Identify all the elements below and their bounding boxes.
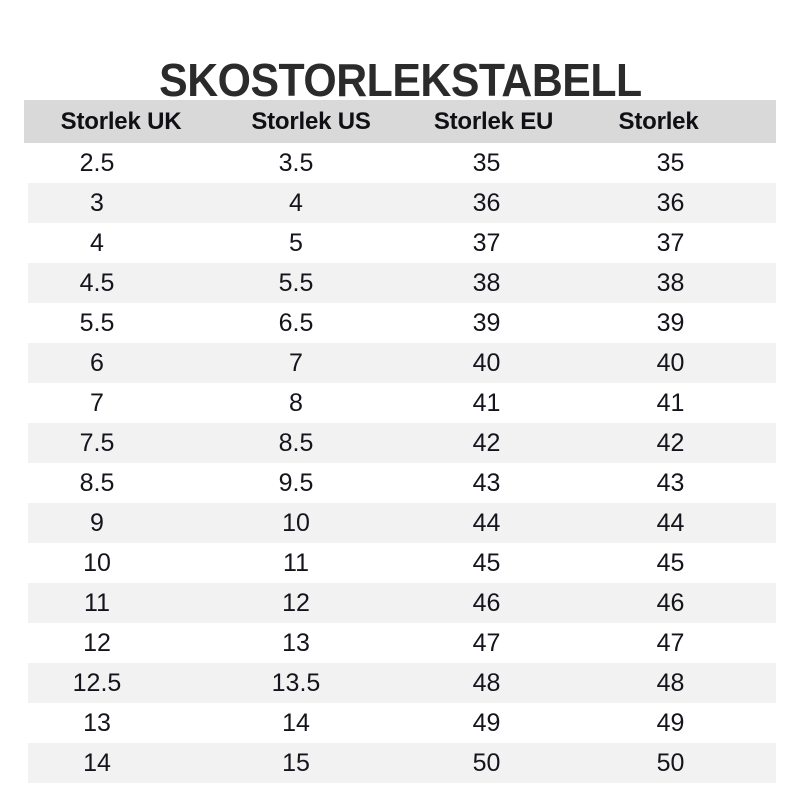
cell-se: 44 [656,508,685,537]
table-row: 5.5 6.5 39 39 [24,303,776,343]
table-row: 14 15 50 50 [24,743,776,783]
cell-se: 36 [656,188,685,217]
column-header-uk: Storlek UK [60,107,182,135]
cell-eu: 46 [472,588,501,617]
cell-se: 48 [656,668,685,697]
cell-uk: 13 [83,708,111,737]
cell-eu: 49 [472,708,501,737]
cell-se: 47 [656,628,685,657]
table-row: 10 11 45 45 [24,543,776,583]
cell-uk: 4 [90,228,104,257]
page-title-container: SKOSTORLEKSTABELL [0,22,800,138]
cell-us: 5 [289,228,303,257]
cell-eu: 35 [472,148,501,177]
cell-eu: 41 [472,388,501,417]
cell-se: 49 [656,708,685,737]
cell-eu: 36 [472,188,501,217]
table-row: 4.5 5.5 38 38 [24,263,776,303]
cell-se: 45 [656,548,685,577]
cell-eu: 50 [472,748,501,777]
table-row: 7.5 8.5 42 42 [24,423,776,463]
table-row: 7 8 41 41 [24,383,776,423]
column-header-se: Storlek [618,107,699,135]
size-table-container: Storlek UK Storlek US Storlek EU Storlek… [24,100,776,783]
cell-se: 41 [656,388,685,417]
cell-uk: 2.5 [79,148,115,177]
cell-eu: 38 [472,268,501,297]
cell-se: 42 [656,428,685,457]
cell-uk: 12.5 [24,663,220,703]
table-row: 2.5 3.5 35 35 [24,143,776,183]
table-header: Storlek UK Storlek US Storlek EU Storlek [24,100,776,143]
page-title: SKOSTORLEKSTABELL [158,53,642,106]
cell-us: 5.5 [278,268,314,297]
shoe-size-table: Storlek UK Storlek US Storlek EU Storlek… [24,100,776,783]
table-row: 4 5 37 37 [24,223,776,263]
table-row: 8.5 9.5 43 43 [24,463,776,503]
cell-se: 35 [656,148,685,177]
cell-uk: 12 [83,628,111,657]
table-row: 12.5 13.5 48 48 [24,663,776,703]
cell-us: 12 [282,588,310,617]
cell-uk: 7.5 [24,423,220,463]
cell-us: 6.5 [278,308,314,337]
table-row: 3 4 36 36 [24,183,776,223]
cell-eu: 44 [472,508,501,537]
cell-us: 13 [282,628,310,657]
table-body: 2.5 3.5 35 35 3 4 36 36 4 5 37 37 4.5 5.5 38 38 5.5 6.5 39… [24,143,776,783]
cell-eu: 45 [472,548,501,577]
table-row: 13 14 49 49 [24,703,776,743]
cell-uk: 4.5 [24,263,220,303]
cell-se: 43 [656,468,685,497]
cell-uk: 8.5 [79,468,115,497]
cell-us: 3.5 [278,148,314,177]
cell-uk: 3 [24,183,220,223]
cell-eu: 40 [472,348,501,377]
table-row: 12 13 47 47 [24,623,776,663]
cell-uk: 10 [83,548,111,577]
cell-eu: 48 [472,668,501,697]
column-header-eu: Storlek EU [433,107,554,135]
cell-uk: 9 [24,503,220,543]
cell-uk: 7 [90,388,104,417]
cell-uk: 6 [24,343,220,383]
cell-se: 40 [656,348,685,377]
cell-us: 8.5 [278,428,314,457]
cell-us: 15 [282,748,310,777]
cell-us: 8 [289,388,303,417]
cell-uk: 14 [24,743,220,783]
cell-us: 9.5 [278,468,314,497]
cell-se: 50 [656,748,685,777]
table-row: 11 12 46 46 [24,583,776,623]
table-header-row: Storlek UK Storlek US Storlek EU Storlek [24,100,776,143]
cell-us: 14 [282,708,310,737]
cell-us: 10 [282,508,310,537]
cell-eu: 39 [472,308,501,337]
cell-uk: 11 [24,583,220,623]
table-row: 6 7 40 40 [24,343,776,383]
cell-us: 11 [283,548,309,577]
cell-eu: 47 [472,628,501,657]
cell-se: 39 [656,308,685,337]
cell-us: 7 [289,348,303,377]
cell-se: 46 [656,588,685,617]
cell-eu: 37 [472,228,501,257]
table-row: 9 10 44 44 [24,503,776,543]
cell-us: 4 [289,188,303,217]
cell-uk: 5.5 [79,308,115,337]
cell-se: 38 [656,268,685,297]
column-header-us: Storlek US [251,107,371,135]
cell-us: 13.5 [271,668,321,697]
cell-eu: 43 [472,468,501,497]
cell-eu: 42 [472,428,501,457]
cell-se: 37 [656,228,685,257]
